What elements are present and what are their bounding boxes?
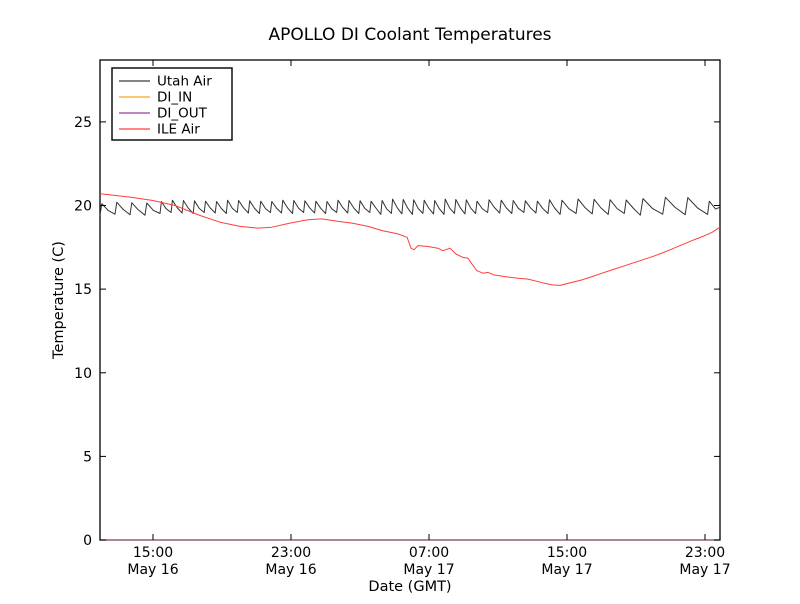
x-tick-label-date: May 17 bbox=[541, 562, 592, 578]
series-layer bbox=[99, 193, 721, 541]
y-tick-label: 5 bbox=[83, 449, 92, 465]
legend-label-ile-air: ILE Air bbox=[157, 122, 200, 138]
series-ile-air bbox=[99, 193, 721, 286]
x-tick-label-date: May 17 bbox=[679, 562, 730, 578]
legend-entry-utah-air: Utah Air bbox=[119, 74, 212, 90]
legend: Utah Air DI_IN DI_OUT ILE Air bbox=[111, 67, 233, 141]
x-tick-label-time: 23:00 bbox=[685, 545, 725, 561]
x-axis-label: Date (GMT) bbox=[368, 579, 451, 595]
legend-label-di-in: DI_IN bbox=[157, 90, 192, 106]
x-tick-label-time: 23:00 bbox=[271, 545, 311, 561]
y-tick-label: 10 bbox=[74, 366, 92, 382]
legend-label-utah-air: Utah Air bbox=[157, 74, 212, 90]
x-tick-label-time: 07:00 bbox=[409, 545, 449, 561]
y-tick-label: 25 bbox=[74, 115, 92, 131]
y-axis-label: Temperature (C) bbox=[51, 241, 67, 360]
x-tick-label-time: 15:00 bbox=[547, 545, 587, 561]
series-utah-air bbox=[99, 196, 721, 216]
legend-label-di-out: DI_OUT bbox=[157, 106, 208, 122]
chart-title: APOLLO DI Coolant Temperatures bbox=[268, 25, 551, 45]
legend-entry-di-out: DI_OUT bbox=[119, 106, 208, 122]
x-tick-label-date: May 16 bbox=[127, 562, 178, 578]
legend-box bbox=[111, 67, 233, 141]
x-tick-label-date: May 16 bbox=[265, 562, 316, 578]
legend-entry-ile-air: ILE Air bbox=[119, 122, 200, 138]
legend-entry-di-in: DI_IN bbox=[119, 90, 192, 106]
y-tick-label: 15 bbox=[74, 282, 92, 298]
x-tick-label-date: May 17 bbox=[403, 562, 454, 578]
x-tick-label-time: 15:00 bbox=[133, 545, 173, 561]
y-tick-label: 0 bbox=[83, 533, 92, 549]
y-tick-label: 20 bbox=[74, 199, 92, 215]
